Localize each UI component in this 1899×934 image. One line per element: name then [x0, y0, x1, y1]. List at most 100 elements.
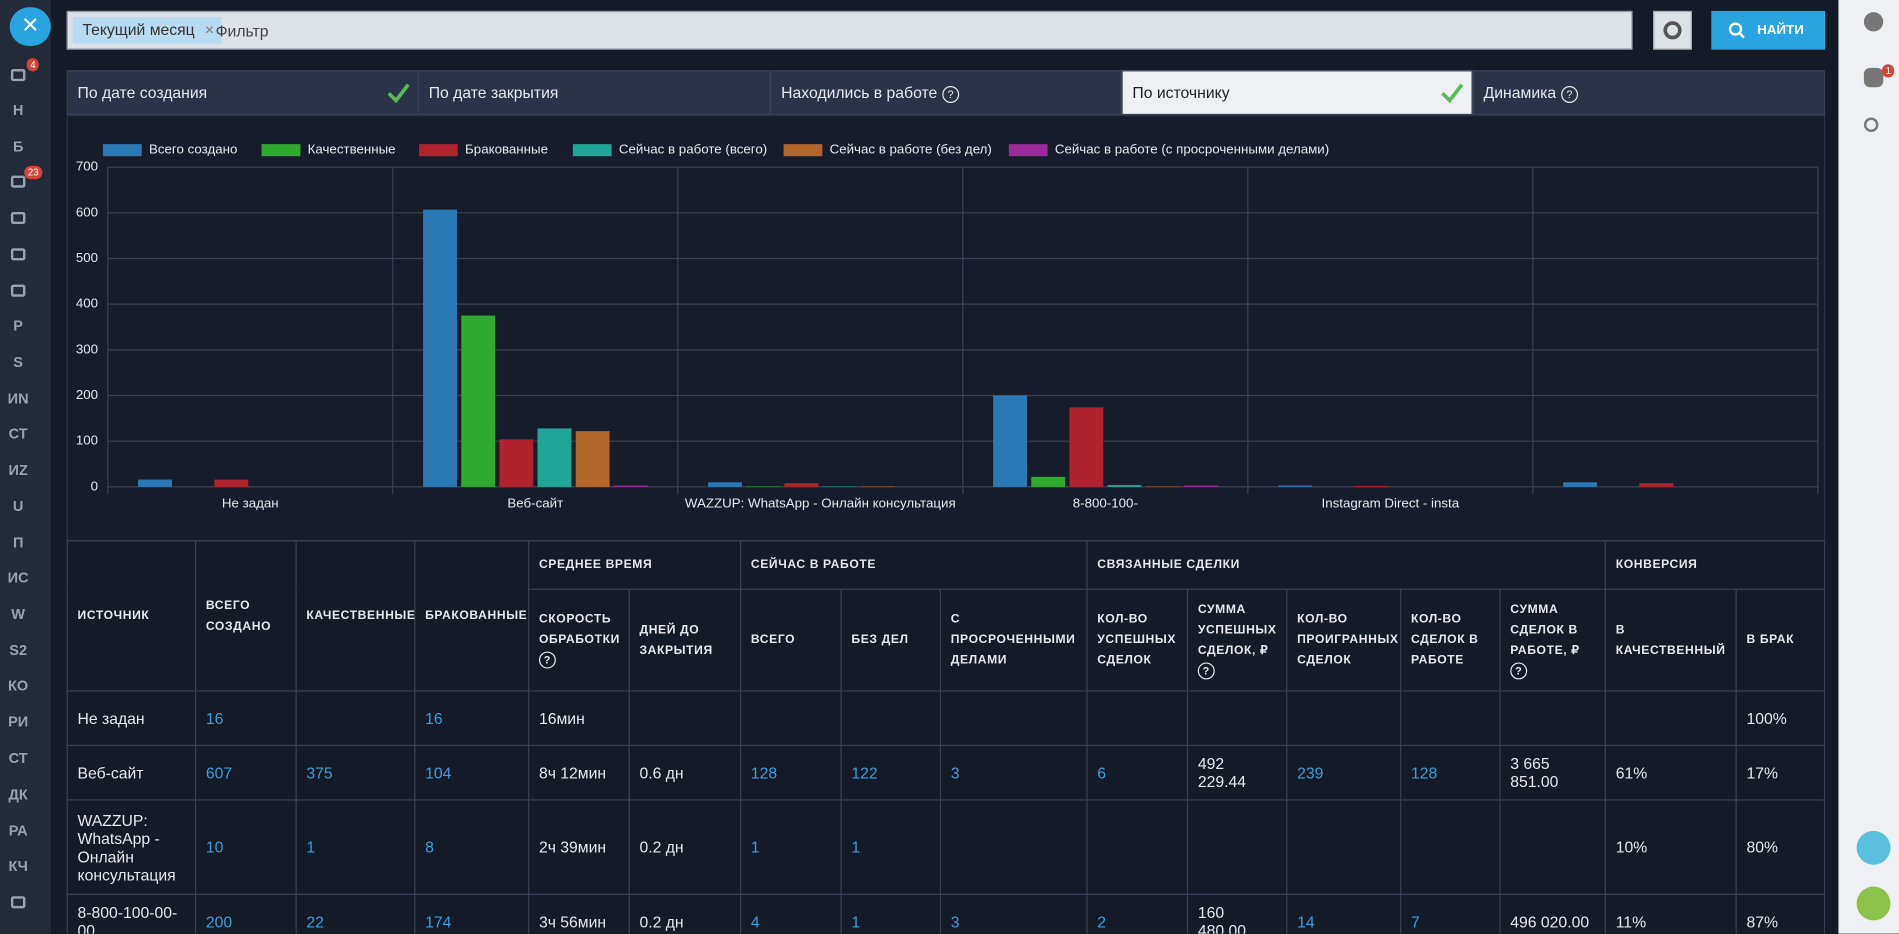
sidebar-item[interactable]: РИ: [8, 713, 29, 731]
tab[interactable]: По дате создания: [66, 70, 420, 116]
close-button[interactable]: ✕: [9, 7, 51, 47]
sidebar-item[interactable]: Б: [12, 138, 24, 156]
table-cell[interactable]: 3: [939, 744, 1088, 801]
sidebar-item[interactable]: Р: [13, 317, 24, 335]
tab[interactable]: Динамика: [1472, 70, 1826, 116]
tab[interactable]: Находились в работе: [770, 70, 1122, 116]
sidebar-item[interactable]: П: [12, 534, 24, 552]
table-cell: 160 480.00: [1186, 893, 1288, 934]
table-cell: 16мин: [528, 690, 630, 747]
table-cell[interactable]: 200: [194, 893, 297, 934]
table-cell[interactable]: 174: [414, 893, 530, 934]
bar: [1354, 485, 1389, 487]
y-tick-label: 700: [76, 159, 98, 174]
filter-bar[interactable]: Текущий месяц Фильтр: [66, 10, 1633, 50]
check-icon: [1441, 83, 1464, 104]
sidebar-item[interactable]: ИN: [7, 389, 29, 407]
help-icon[interactable]: [1560, 85, 1578, 103]
table-row: Не задан 16 16 16мин 100%: [66, 690, 1826, 747]
table-cell: 10%: [1604, 799, 1737, 896]
table-cell[interactable]: 6: [1086, 744, 1189, 801]
table-cell[interactable]: 16: [414, 690, 530, 747]
sidebar-item[interactable]: U: [12, 497, 24, 515]
chart: 0 100 200 300 400 500 600 700 Всего создано Качес…: [66, 115, 1826, 542]
column-header: В КАЧЕСТВЕННЫЙ: [1604, 588, 1737, 692]
sidebar-item[interactable]: КО: [8, 677, 29, 694]
sidebar-item[interactable]: СТ: [8, 425, 28, 443]
sidebar-badge: 23: [24, 165, 43, 180]
table-cell[interactable]: 16: [194, 690, 297, 747]
sidebar-item[interactable]: W: [11, 605, 26, 623]
tab[interactable]: По дате закрытия: [417, 70, 771, 116]
calendar-icon[interactable]: [10, 284, 26, 297]
table-cell[interactable]: 122: [840, 744, 942, 801]
help-icon[interactable]: [942, 85, 960, 103]
sidebar-item[interactable]: СТ: [8, 749, 28, 767]
bar: [993, 395, 1028, 487]
tab[interactable]: По источнику: [1121, 70, 1473, 116]
bar: [461, 315, 496, 487]
y-tick-label: 300: [76, 341, 98, 356]
column-header: ВСЕГО: [740, 588, 842, 692]
bar: [575, 431, 610, 487]
column-header: СКОРОСТЬ ОБРАБОТКИ: [528, 588, 630, 692]
search-icon: [1728, 22, 1745, 39]
table-cell[interactable]: 22: [295, 893, 416, 934]
table-cell[interactable]: 128: [1400, 744, 1501, 801]
table-cell[interactable]: 1: [295, 799, 416, 896]
table-cell[interactable]: 10: [194, 799, 297, 896]
table-cell[interactable]: 4: [740, 893, 842, 934]
legend-swatch: [1008, 144, 1048, 157]
bar: [1563, 482, 1598, 487]
table-cell: 496 020.00: [1499, 893, 1607, 934]
table-cell: 61%: [1604, 744, 1737, 801]
table-cell: 17%: [1735, 744, 1826, 801]
y-tick-label: 100: [76, 433, 98, 448]
help-icon: [538, 652, 556, 669]
table-cell[interactable]: 7: [1400, 893, 1501, 934]
settings-button[interactable]: [1653, 10, 1692, 50]
legend-swatch: [572, 144, 612, 157]
table-cell[interactable]: 2: [1086, 893, 1189, 934]
group-header: КОНВЕРСИЯ: [1604, 540, 1826, 590]
table-cell[interactable]: 104: [414, 744, 530, 801]
table-cell[interactable]: 1: [840, 799, 942, 896]
filter-icon[interactable]: [10, 69, 26, 82]
doc-icon[interactable]: [10, 896, 26, 909]
column-header: СУММА СДЕЛОК В РАБОТЕ, ₽: [1499, 588, 1607, 692]
table-cell[interactable]: 1: [740, 799, 842, 896]
y-tick-label: 500: [76, 250, 98, 265]
table-cell: [1499, 690, 1607, 747]
find-button[interactable]: НАЙТИ: [1711, 10, 1826, 50]
y-tick-label: 600: [76, 204, 98, 219]
find-label: НАЙТИ: [1757, 23, 1804, 38]
filter-placeholder: Фильтр: [215, 21, 269, 40]
sidebar-item[interactable]: Н: [12, 101, 24, 119]
table-cell[interactable]: 8: [414, 799, 530, 896]
sidebar-item[interactable]: S: [13, 353, 24, 371]
table-cell[interactable]: 375: [295, 744, 416, 801]
sidebar-item[interactable]: ИZ: [8, 461, 28, 479]
inbox-icon[interactable]: [10, 248, 26, 261]
table-cell[interactable]: 14: [1286, 893, 1402, 934]
table-cell[interactable]: 239: [1286, 744, 1402, 801]
table-cell: 0.6 дн: [628, 744, 742, 801]
mail-icon[interactable]: [10, 211, 26, 225]
filter-chip[interactable]: Текущий месяц: [72, 16, 222, 44]
tasks-icon[interactable]: [10, 175, 26, 188]
table-cell[interactable]: 607: [194, 744, 297, 801]
sidebar-item[interactable]: S2: [9, 641, 28, 659]
table-cell: 0.2 дн: [628, 799, 742, 896]
sidebar-item[interactable]: ИС: [7, 569, 29, 587]
column-header-label: ВСЕГО: [750, 633, 796, 647]
sidebar-item[interactable]: КЧ: [8, 857, 28, 875]
sidebar-item[interactable]: ДК: [8, 786, 28, 803]
sidebar-item[interactable]: РА: [8, 822, 28, 840]
table-cell[interactable]: 1: [840, 893, 942, 934]
table-cell[interactable]: 128: [740, 744, 842, 801]
table-cell: 80%: [1735, 799, 1826, 896]
table-cell[interactable]: 3: [939, 893, 1088, 934]
y-tick-label: 0: [91, 478, 98, 493]
header-row: ИСТОЧНИК ВСЕГО СОЗДАНО КАЧЕСТВЕННЫЕ БРАКОВА…: [66, 540, 1826, 692]
